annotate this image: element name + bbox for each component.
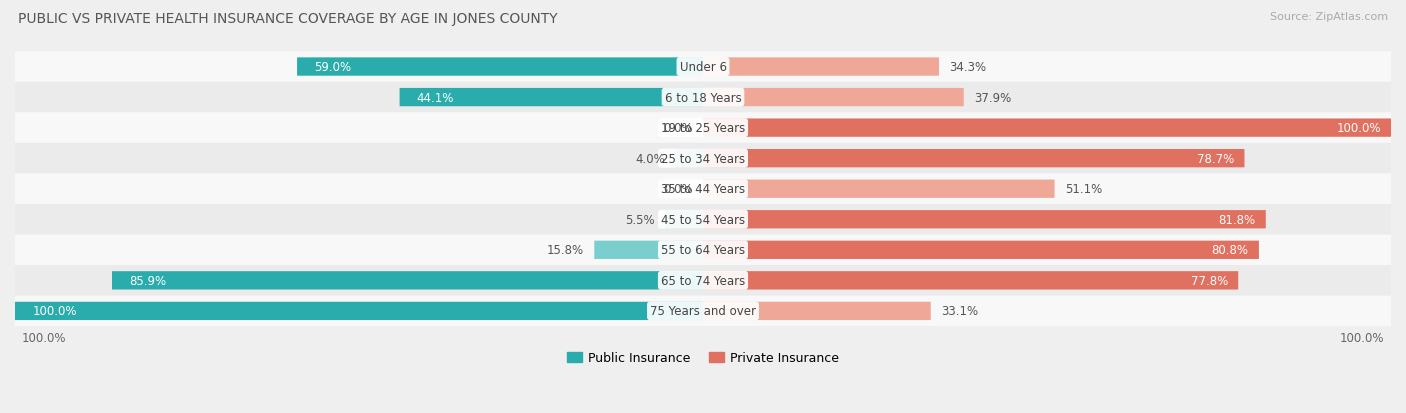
FancyBboxPatch shape bbox=[703, 89, 963, 107]
Text: 75 Years and over: 75 Years and over bbox=[650, 305, 756, 318]
Text: 44.1%: 44.1% bbox=[416, 91, 454, 104]
FancyBboxPatch shape bbox=[15, 302, 703, 320]
Text: 4.0%: 4.0% bbox=[636, 152, 665, 165]
Text: 45 to 54 Years: 45 to 54 Years bbox=[661, 213, 745, 226]
FancyBboxPatch shape bbox=[675, 150, 703, 168]
FancyBboxPatch shape bbox=[15, 144, 1391, 174]
FancyBboxPatch shape bbox=[703, 58, 939, 76]
Text: 100.0%: 100.0% bbox=[1336, 122, 1381, 135]
Text: 100.0%: 100.0% bbox=[22, 331, 66, 344]
FancyBboxPatch shape bbox=[15, 266, 1391, 296]
FancyBboxPatch shape bbox=[665, 211, 703, 229]
FancyBboxPatch shape bbox=[15, 52, 1391, 83]
FancyBboxPatch shape bbox=[15, 296, 1391, 326]
FancyBboxPatch shape bbox=[703, 180, 1054, 198]
Text: 34.3%: 34.3% bbox=[949, 61, 987, 74]
Text: 85.9%: 85.9% bbox=[129, 274, 166, 287]
Text: 65 to 74 Years: 65 to 74 Years bbox=[661, 274, 745, 287]
FancyBboxPatch shape bbox=[15, 174, 1391, 204]
FancyBboxPatch shape bbox=[703, 241, 1258, 259]
Text: 81.8%: 81.8% bbox=[1219, 213, 1256, 226]
FancyBboxPatch shape bbox=[297, 58, 703, 76]
FancyBboxPatch shape bbox=[15, 83, 1391, 113]
Text: 5.5%: 5.5% bbox=[626, 213, 655, 226]
FancyBboxPatch shape bbox=[595, 241, 703, 259]
Text: 55 to 64 Years: 55 to 64 Years bbox=[661, 244, 745, 257]
FancyBboxPatch shape bbox=[15, 235, 1391, 266]
Text: 78.7%: 78.7% bbox=[1197, 152, 1234, 165]
Text: Source: ZipAtlas.com: Source: ZipAtlas.com bbox=[1270, 12, 1388, 22]
FancyBboxPatch shape bbox=[703, 302, 931, 320]
FancyBboxPatch shape bbox=[399, 89, 703, 107]
Text: 35 to 44 Years: 35 to 44 Years bbox=[661, 183, 745, 196]
Text: 37.9%: 37.9% bbox=[974, 91, 1011, 104]
FancyBboxPatch shape bbox=[112, 271, 703, 290]
Text: 100.0%: 100.0% bbox=[1340, 331, 1384, 344]
Text: 6 to 18 Years: 6 to 18 Years bbox=[665, 91, 741, 104]
Text: 0.0%: 0.0% bbox=[664, 122, 693, 135]
FancyBboxPatch shape bbox=[703, 271, 1239, 290]
Text: 100.0%: 100.0% bbox=[32, 305, 77, 318]
Text: 19 to 25 Years: 19 to 25 Years bbox=[661, 122, 745, 135]
Text: 0.0%: 0.0% bbox=[664, 183, 693, 196]
Text: 15.8%: 15.8% bbox=[547, 244, 583, 257]
Text: 25 to 34 Years: 25 to 34 Years bbox=[661, 152, 745, 165]
Text: 80.8%: 80.8% bbox=[1212, 244, 1249, 257]
Text: 77.8%: 77.8% bbox=[1191, 274, 1227, 287]
Legend: Public Insurance, Private Insurance: Public Insurance, Private Insurance bbox=[561, 347, 845, 370]
Text: Under 6: Under 6 bbox=[679, 61, 727, 74]
FancyBboxPatch shape bbox=[703, 150, 1244, 168]
FancyBboxPatch shape bbox=[15, 113, 1391, 144]
Text: 59.0%: 59.0% bbox=[315, 61, 352, 74]
FancyBboxPatch shape bbox=[15, 204, 1391, 235]
Text: 51.1%: 51.1% bbox=[1064, 183, 1102, 196]
Text: PUBLIC VS PRIVATE HEALTH INSURANCE COVERAGE BY AGE IN JONES COUNTY: PUBLIC VS PRIVATE HEALTH INSURANCE COVER… bbox=[18, 12, 558, 26]
Text: 33.1%: 33.1% bbox=[941, 305, 979, 318]
FancyBboxPatch shape bbox=[703, 211, 1265, 229]
FancyBboxPatch shape bbox=[703, 119, 1391, 138]
